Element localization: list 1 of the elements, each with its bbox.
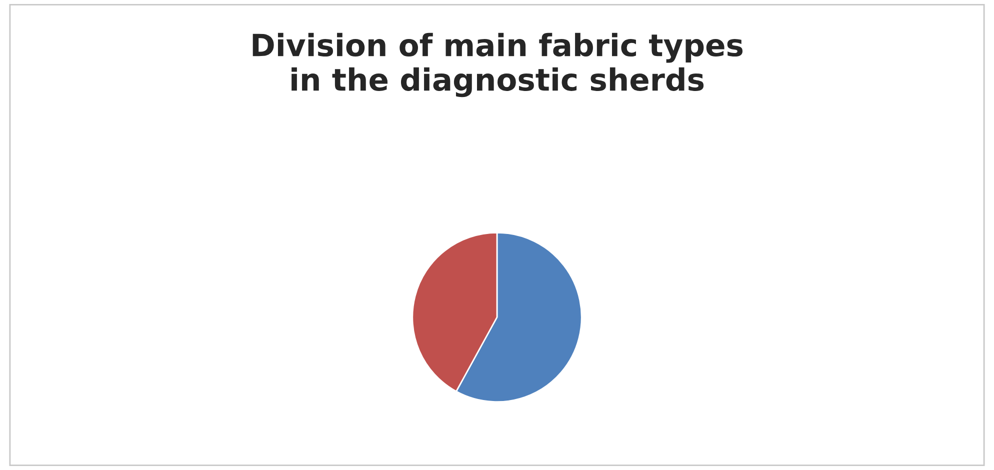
chart-title: Division of main fabric types in the diagnostic sherds [252,32,743,98]
